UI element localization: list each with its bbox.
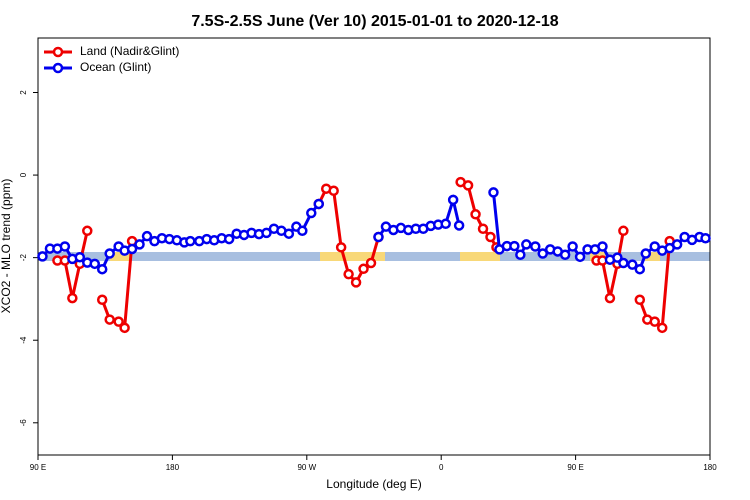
point bbox=[59, 241, 71, 252]
point bbox=[485, 231, 496, 243]
point bbox=[453, 220, 465, 231]
point bbox=[306, 207, 317, 219]
legend-marker bbox=[52, 46, 64, 58]
legend-marker bbox=[52, 62, 64, 74]
point bbox=[141, 230, 153, 242]
point bbox=[223, 233, 235, 245]
point bbox=[74, 251, 86, 263]
point bbox=[574, 251, 586, 263]
point bbox=[470, 209, 481, 220]
y-tick-label: -4 bbox=[19, 336, 28, 344]
point bbox=[440, 218, 451, 230]
point bbox=[649, 316, 660, 327]
point bbox=[358, 263, 369, 275]
point bbox=[328, 185, 339, 197]
point bbox=[477, 223, 489, 234]
point bbox=[343, 268, 354, 280]
point bbox=[515, 249, 526, 261]
point bbox=[185, 235, 196, 247]
x-tick-label: 90 W bbox=[297, 463, 316, 472]
point bbox=[559, 249, 571, 261]
x-tick-label: 180 bbox=[166, 463, 180, 472]
point bbox=[567, 241, 578, 252]
point bbox=[297, 225, 308, 237]
point bbox=[700, 232, 711, 244]
point bbox=[597, 241, 608, 252]
point bbox=[134, 239, 145, 250]
point bbox=[335, 242, 347, 253]
point bbox=[82, 225, 93, 237]
point bbox=[521, 239, 532, 250]
point bbox=[126, 243, 138, 255]
x-axis-label: Longitude (deg E) bbox=[326, 477, 421, 491]
point bbox=[261, 227, 272, 239]
point bbox=[119, 322, 130, 334]
y-tick-label: -2 bbox=[19, 254, 28, 262]
point bbox=[671, 239, 683, 250]
point bbox=[604, 292, 616, 304]
point bbox=[113, 316, 124, 327]
point bbox=[462, 180, 474, 191]
y-tick-label: -6 bbox=[19, 419, 28, 427]
point bbox=[649, 241, 660, 252]
point bbox=[350, 277, 362, 288]
point bbox=[656, 322, 668, 334]
legend-label: Ocean (Glint) bbox=[80, 60, 151, 74]
point bbox=[313, 198, 324, 210]
y-tick-label: 2 bbox=[19, 90, 28, 95]
point bbox=[96, 294, 108, 306]
point bbox=[104, 248, 115, 259]
point bbox=[627, 259, 638, 270]
x-tick-label: 90 E bbox=[567, 463, 583, 472]
point bbox=[96, 263, 108, 275]
plot-frame bbox=[37, 37, 711, 456]
y-axis-label: XCO2 - MLO trend (ppm) bbox=[0, 179, 13, 314]
point bbox=[37, 251, 48, 262]
point bbox=[283, 228, 295, 239]
legend-label: Land (Nadir&Glint) bbox=[80, 44, 179, 58]
point bbox=[373, 231, 384, 243]
point bbox=[640, 248, 652, 259]
point bbox=[618, 257, 629, 269]
point bbox=[634, 263, 646, 275]
point bbox=[634, 294, 646, 306]
x-tick-label: 0 bbox=[439, 463, 444, 472]
point bbox=[67, 292, 78, 304]
chart-title: 7.5S-2.5S June (Ver 10) 2015-01-01 to 20… bbox=[191, 13, 558, 30]
point bbox=[488, 187, 499, 198]
point bbox=[509, 240, 520, 252]
y-tick-label: 0 bbox=[19, 172, 28, 177]
point bbox=[365, 257, 377, 269]
x-tick-label: 180 bbox=[703, 463, 717, 472]
point bbox=[618, 225, 629, 237]
point bbox=[447, 194, 459, 206]
x-tick-label: 90 E bbox=[30, 463, 46, 472]
point bbox=[104, 314, 115, 325]
point bbox=[530, 241, 541, 252]
point bbox=[537, 248, 548, 259]
point bbox=[89, 258, 100, 270]
